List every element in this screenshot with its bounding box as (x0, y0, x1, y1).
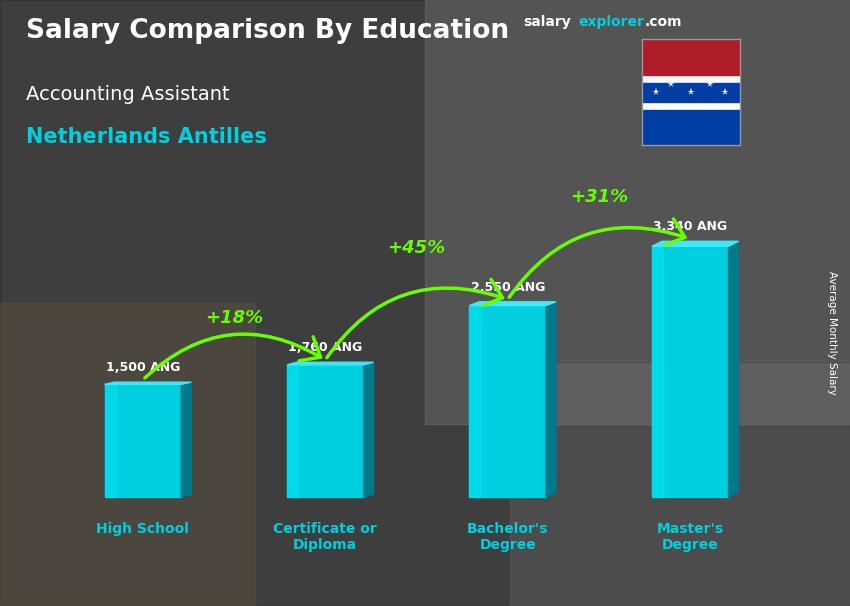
Bar (642, 39, 740, 75)
Polygon shape (546, 302, 556, 497)
Polygon shape (652, 241, 739, 246)
Bar (425, 0, 850, 424)
Text: +18%: +18% (205, 309, 264, 327)
Bar (510, 364, 850, 606)
Text: Salary Comparison By Education: Salary Comparison By Education (26, 18, 508, 44)
Text: High School: High School (96, 522, 190, 536)
Text: Bachelor's
Degree: Bachelor's Degree (467, 522, 548, 552)
Text: 2,550 ANG: 2,550 ANG (471, 281, 545, 294)
Bar (0, 303, 255, 606)
Text: Accounting Assistant: Accounting Assistant (26, 85, 230, 104)
Bar (652, 246, 663, 497)
Text: 3,340 ANG: 3,340 ANG (653, 221, 728, 233)
Polygon shape (728, 241, 739, 497)
Text: 1,760 ANG: 1,760 ANG (288, 341, 362, 355)
Text: Netherlands Antilles: Netherlands Antilles (26, 127, 266, 147)
Polygon shape (469, 302, 556, 305)
Text: +31%: +31% (570, 188, 628, 206)
Bar (105, 384, 181, 497)
Polygon shape (287, 362, 374, 365)
Text: explorer: explorer (578, 15, 644, 29)
Bar (469, 305, 481, 497)
FancyArrowPatch shape (509, 219, 685, 297)
Text: +45%: +45% (388, 239, 445, 258)
FancyArrowPatch shape (144, 334, 320, 378)
Polygon shape (105, 382, 191, 384)
Text: Certificate or
Diploma: Certificate or Diploma (274, 522, 377, 552)
Text: Master's
Degree: Master's Degree (656, 522, 723, 552)
Bar (652, 246, 728, 497)
Polygon shape (364, 362, 374, 497)
Bar (642, 83, 740, 102)
Text: .com: .com (644, 15, 682, 29)
Bar (105, 384, 116, 497)
FancyArrowPatch shape (327, 279, 502, 358)
Bar (287, 365, 298, 497)
Bar (469, 305, 546, 497)
Text: salary: salary (523, 15, 570, 29)
Text: 1,500 ANG: 1,500 ANG (105, 361, 180, 375)
Bar (642, 110, 740, 145)
Bar (287, 365, 364, 497)
Polygon shape (181, 382, 191, 497)
Text: Average Monthly Salary: Average Monthly Salary (827, 271, 837, 395)
